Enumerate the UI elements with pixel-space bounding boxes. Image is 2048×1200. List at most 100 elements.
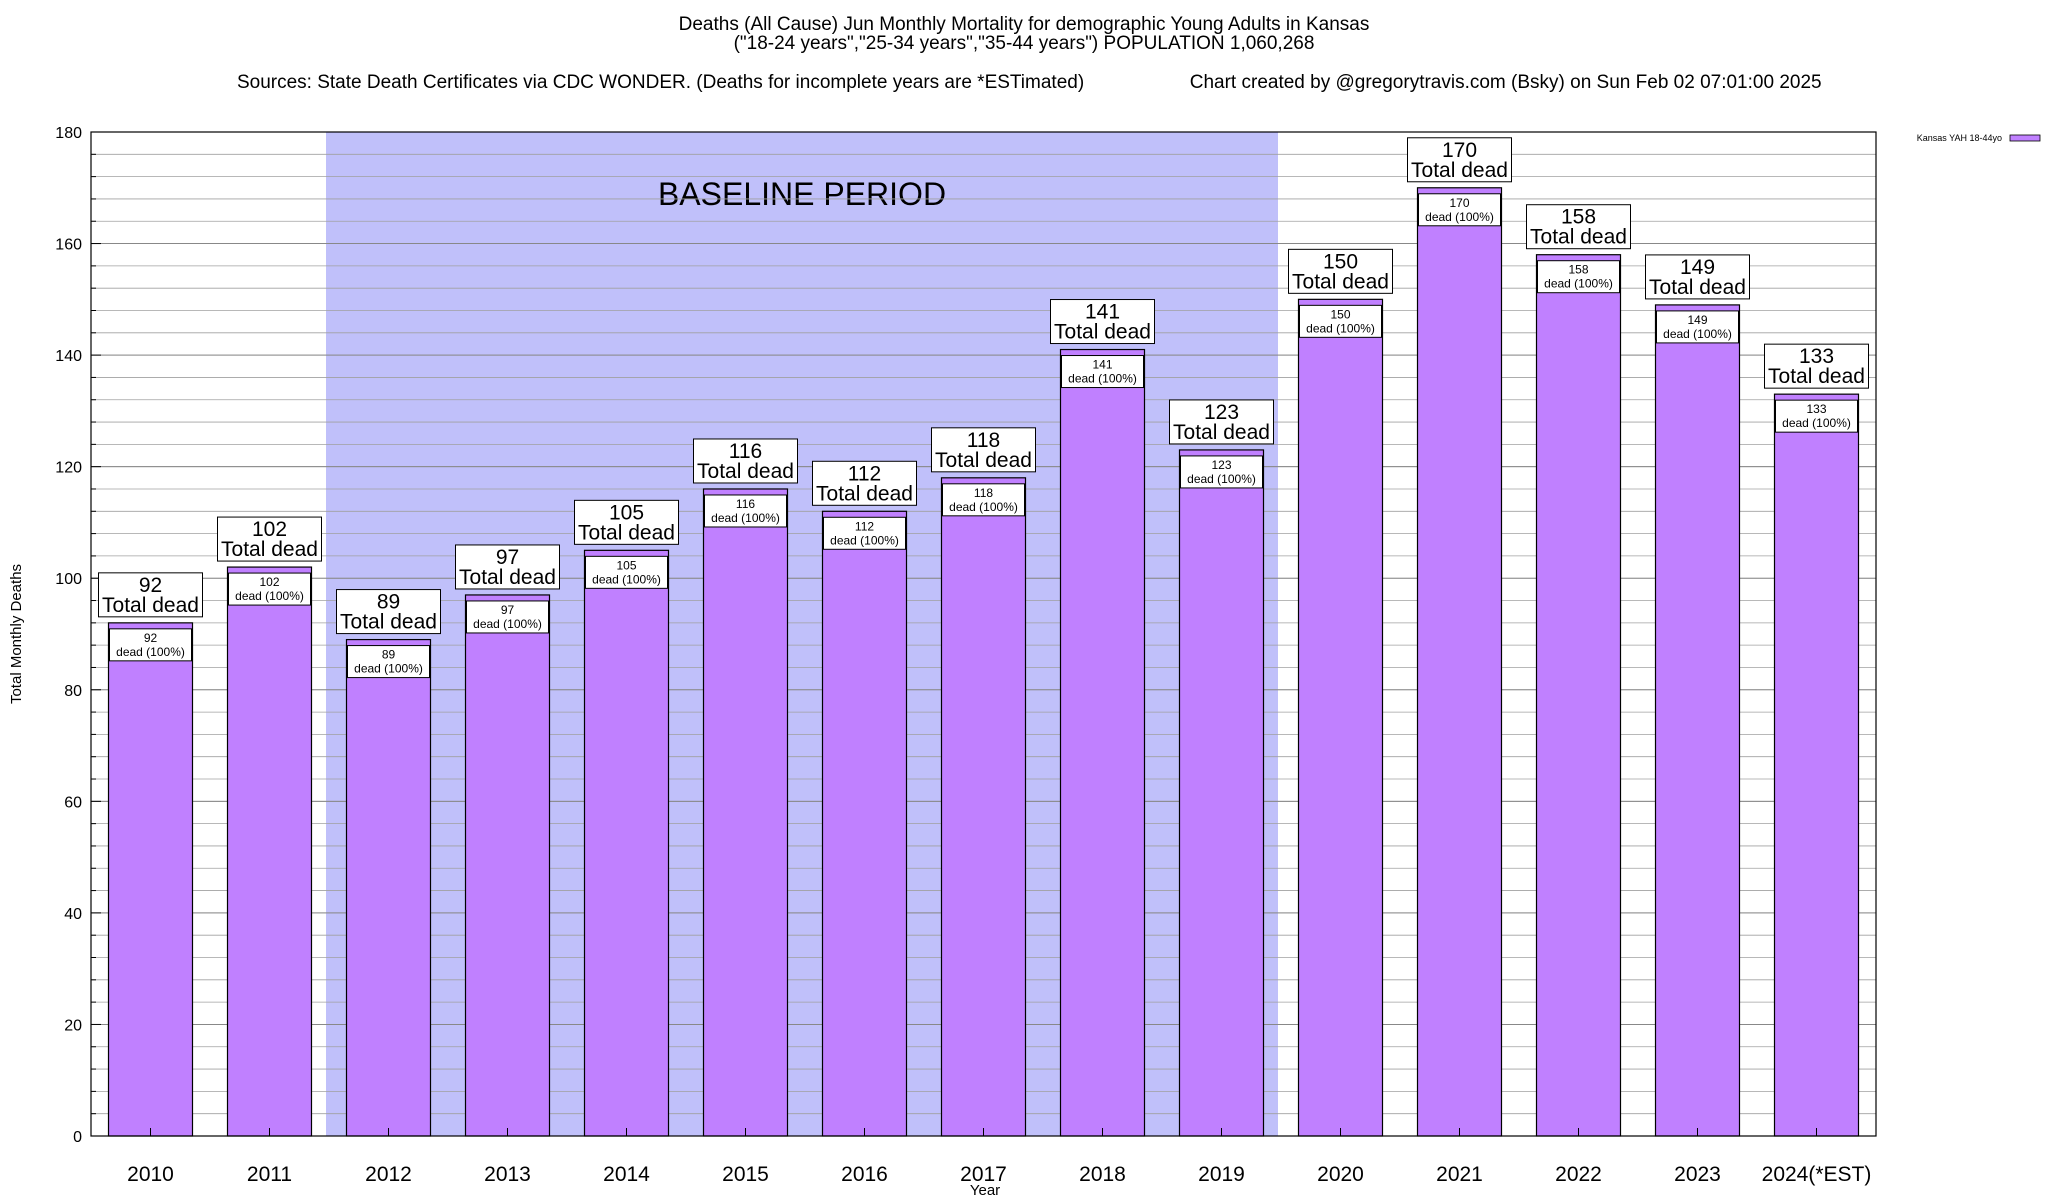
bar-inner-percent: dead (100%) <box>1068 372 1137 386</box>
bar-inner-percent: dead (100%) <box>949 500 1018 514</box>
y-tick-label: 20 <box>64 1017 82 1034</box>
bar-inner-label-box <box>466 600 549 634</box>
x-tick-label: 2017 <box>960 1163 1007 1186</box>
y-axis-title: Total Monthly Deaths <box>8 564 25 704</box>
bar-inner-value: 118 <box>974 486 993 500</box>
bar-2021 <box>1416 187 1503 1137</box>
bar-inner-percent: dead (100%) <box>830 533 899 547</box>
bar-2017 <box>940 477 1027 1137</box>
bar-total-text: Total dead <box>459 566 556 589</box>
credit-text: Chart created by @gregorytravis.com (Bsk… <box>1189 72 1822 93</box>
y-tick-label: 140 <box>55 348 82 365</box>
bar-total-label-box <box>1050 299 1155 345</box>
bar-total-value: 92 <box>139 574 162 597</box>
x-tick-label: 2011 <box>247 1163 292 1186</box>
bar-inner-label-box <box>1775 399 1858 433</box>
bar-total-text: Total dead <box>102 594 199 617</box>
bar-inner-value: 102 <box>259 575 279 589</box>
bar-inner-percent: dead (100%) <box>1782 416 1851 430</box>
bar-total-label-box <box>217 516 322 562</box>
bar-total-value: 105 <box>609 501 644 524</box>
bar-inner-value: 170 <box>1449 196 1469 210</box>
bar-total-value: 89 <box>377 591 400 614</box>
chart-sources-credit: Sources: State Death Certificates via CD… <box>0 53 2048 93</box>
bar-total-text: Total dead <box>1411 159 1508 182</box>
bar-total-value: 170 <box>1442 139 1477 162</box>
bar-inner-value: 133 <box>1806 402 1826 416</box>
bar-total-value: 97 <box>496 546 519 569</box>
chart-title: Deaths (All Cause) Jun Monthly Mortality… <box>678 14 1370 35</box>
x-tick-label: 2013 <box>484 1163 531 1186</box>
bar-total-text: Total dead <box>340 611 437 634</box>
bar-inner-value: 141 <box>1092 358 1112 372</box>
bar-inner-percent: dead (100%) <box>1187 472 1256 486</box>
bar-total-label-box <box>1526 204 1631 250</box>
bar-total-text: Total dead <box>1292 270 1389 293</box>
bar-inner-percent: dead (100%) <box>473 617 542 631</box>
legend-label: Kansas YAH 18-44yo <box>1917 133 2002 143</box>
x-tick-label: 2019 <box>1198 1163 1245 1186</box>
bar-inner-label-box <box>823 516 906 550</box>
bar-total-value: 112 <box>848 462 881 485</box>
baseline-period-label: BASELINE PERIOD <box>658 176 946 212</box>
bar-inner-percent: dead (100%) <box>235 589 304 603</box>
legend-swatch <box>2009 134 2041 142</box>
bar-total-value: 141 <box>1085 301 1120 324</box>
x-tick-label: 2023 <box>1674 1163 1721 1186</box>
bar-total-label-box <box>98 572 203 618</box>
bar-total-text: Total dead <box>816 482 913 505</box>
bar-2018 <box>1059 348 1146 1137</box>
bar-total-label-box <box>574 499 679 545</box>
bar-total-text: Total dead <box>1530 226 1627 249</box>
bar-inner-value: 105 <box>616 558 636 572</box>
y-tick-label: 40 <box>64 906 82 923</box>
y-tick-label: 180 <box>55 125 82 142</box>
y-tick-label: 80 <box>64 683 82 700</box>
bar-total-text: Total dead <box>221 538 318 561</box>
bar-inner-percent: dead (100%) <box>1306 321 1375 335</box>
bar-total-value: 123 <box>1204 401 1239 424</box>
bar-inner-value: 123 <box>1211 458 1231 472</box>
y-tick-label: 120 <box>55 460 82 477</box>
bar-inner-label-box <box>1656 310 1739 344</box>
bar-inner-percent: dead (100%) <box>1425 210 1494 224</box>
bar-inner-value: 89 <box>382 648 396 662</box>
bar-inner-label-box <box>109 628 192 662</box>
x-tick-label: 2016 <box>841 1163 888 1186</box>
bar-total-value: 133 <box>1799 345 1834 368</box>
bar-inner-label-box <box>1537 260 1620 294</box>
chart-subtitle: ("18-24 years","25-34 years","35-44 year… <box>733 33 1315 54</box>
bar-2012 <box>345 638 432 1137</box>
bar-total-text: Total dead <box>935 449 1032 472</box>
x-tick-label: 2010 <box>127 1163 174 1186</box>
bar-inner-label-box <box>585 555 668 589</box>
x-tick-label: 2022 <box>1555 1163 1602 1186</box>
bar-2015 <box>702 488 789 1137</box>
bar-total-text: Total dead <box>1173 421 1270 444</box>
bar-2022 <box>1535 254 1622 1137</box>
bar-inner-label-box <box>347 645 430 679</box>
x-axis-title: Year <box>970 1182 1000 1199</box>
bar-inner-percent: dead (100%) <box>1663 327 1732 341</box>
y-tick-label: 100 <box>55 571 82 588</box>
bar-2023 <box>1654 304 1741 1137</box>
bar-total-label-box <box>1407 137 1512 183</box>
x-tick-label: 2018 <box>1079 1163 1126 1186</box>
bar-total-label-box <box>1764 343 1869 389</box>
bar-total-label-box <box>1169 399 1274 445</box>
bar-2013 <box>464 594 551 1137</box>
bar-total-value: 102 <box>252 518 287 541</box>
bar-total-label-box <box>1645 254 1750 300</box>
bar-inner-value: 112 <box>855 519 874 533</box>
bar-inner-value: 149 <box>1687 313 1707 327</box>
bar-2011 <box>226 566 313 1137</box>
bar-inner-percent: dead (100%) <box>592 572 661 586</box>
bar-2024(*EST) <box>1773 393 1860 1137</box>
bar-total-label-box <box>812 460 917 506</box>
bar-total-label-box <box>1288 248 1393 294</box>
bar-inner-label-box <box>1299 304 1382 338</box>
bar-total-value: 116 <box>729 440 762 463</box>
bar-inner-label-box <box>1061 355 1144 389</box>
x-tick-label: 2020 <box>1317 1163 1364 1186</box>
